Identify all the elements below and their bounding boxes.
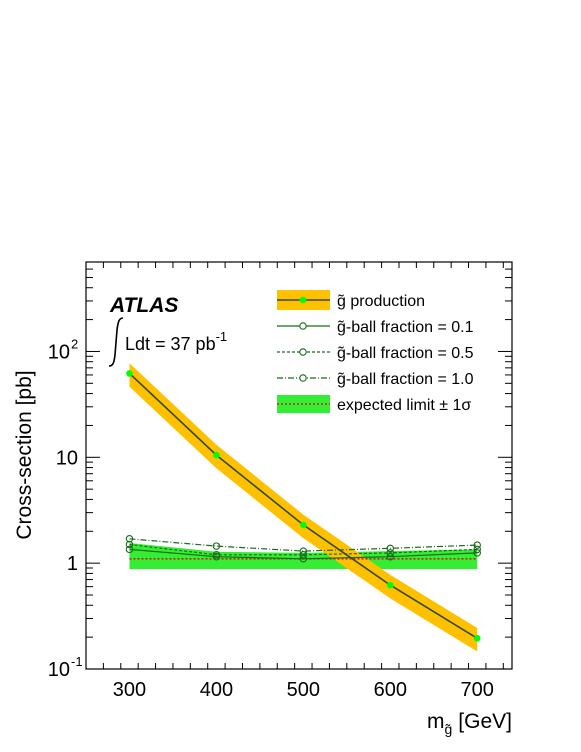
y-tick-label: 10: [48, 341, 70, 363]
x-axis-label-main: m: [427, 710, 445, 733]
y-tick-label: 10: [48, 659, 70, 681]
fraction-1-0-point: [299, 547, 308, 555]
fraction-0-5-point: [125, 540, 134, 549]
legend-label: g̃-ball fraction = 0.1: [337, 319, 474, 336]
fraction-0-5-line: [129, 543, 478, 556]
fraction-0-1-point: [473, 549, 481, 557]
x-tick-label: 700: [461, 679, 494, 701]
fraction-1-0-point: [386, 544, 395, 553]
lines-layer: [125, 370, 481, 642]
legend-label: g̃-ball fraction = 1.0: [337, 371, 474, 388]
legend-expected-band: [277, 395, 330, 413]
y-tick-exponent: 2: [71, 336, 78, 351]
experiment-label: ATLAS: [109, 294, 178, 317]
luminosity-text: Ldt = 37 pb: [125, 334, 216, 354]
fraction-0-1-point: [299, 555, 308, 563]
x-tick-label: 500: [287, 679, 320, 701]
legend-fraction-0-1-marker: [299, 322, 307, 330]
fraction-0-1-point: [386, 552, 395, 561]
production-point: [300, 521, 307, 529]
x-tick-label: 300: [113, 679, 146, 701]
fraction-0-1-line: [129, 548, 478, 560]
production-point: [473, 635, 481, 642]
legend-production-marker: [299, 296, 307, 304]
fraction-0-5-point: [473, 545, 481, 554]
fraction-0-1-point: [125, 545, 134, 554]
fraction-1-0-line: [129, 538, 478, 552]
fraction-1-0-point: [125, 535, 134, 543]
integral-sign-icon: [108, 317, 124, 367]
fraction-0-5-point: [299, 551, 308, 559]
luminosity-exponent: -1: [216, 329, 228, 344]
legend-fraction-1-0-marker: [299, 374, 307, 382]
legend-fraction-0-5-marker: [299, 348, 307, 356]
fraction-0-5-point: [212, 551, 221, 559]
y-tick-exponent: -1: [71, 654, 83, 669]
x-axis-label-unit: [GeV]: [458, 710, 512, 733]
x-axis-label-sub: g̃: [445, 721, 453, 737]
legend-label: g̃-ball fraction = 0.5: [337, 345, 474, 362]
production-point: [126, 370, 133, 377]
production-point: [213, 451, 220, 459]
fraction-1-0-point: [473, 541, 481, 549]
production-uncertainty-band: [129, 363, 478, 652]
y-tick-label: 1: [67, 553, 78, 575]
plot-frame: [85, 261, 513, 670]
x-tick-label: 400: [200, 679, 233, 701]
fraction-1-0-point: [212, 542, 221, 550]
y-axis-label: Cross-section [pb]: [13, 370, 36, 539]
luminosity-label: Ldt = 37 pb-1: [125, 329, 227, 354]
legend-label: expected limit ± 1σ: [337, 397, 471, 414]
legend-label: g̃ production: [337, 293, 425, 310]
y-tick-label: 10: [56, 447, 78, 469]
production-point: [386, 581, 394, 589]
x-tick-label: 600: [374, 679, 407, 701]
fraction-0-5-point: [386, 549, 395, 557]
x-axis-label: mg̃ [GeV]: [427, 710, 512, 737]
fraction-0-1-point: [212, 552, 221, 561]
legend: g̃ production g̃-ball fraction = 0.1 g̃-ba…: [277, 290, 474, 414]
